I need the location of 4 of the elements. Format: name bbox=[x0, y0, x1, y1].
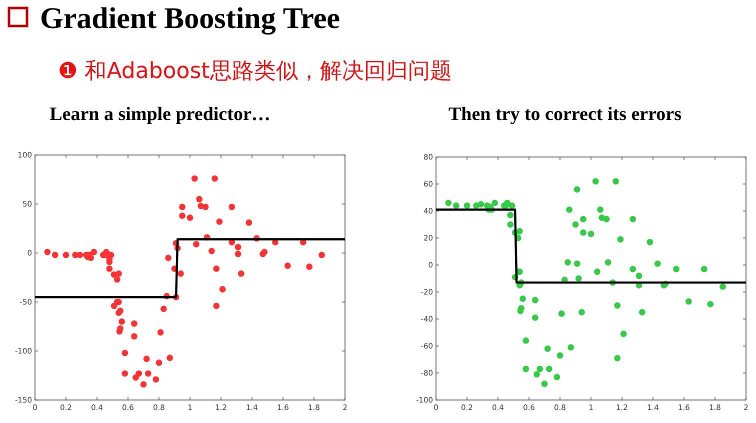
chart-title: Then try to correct its errors bbox=[448, 104, 682, 125]
text: ❶ 和Adaboost思路类似，解决回归问题 bbox=[58, 59, 452, 84]
text: Gradient Boosting Tree bbox=[40, 2, 340, 35]
chart-title: Learn a simple predictor… bbox=[50, 104, 270, 125]
